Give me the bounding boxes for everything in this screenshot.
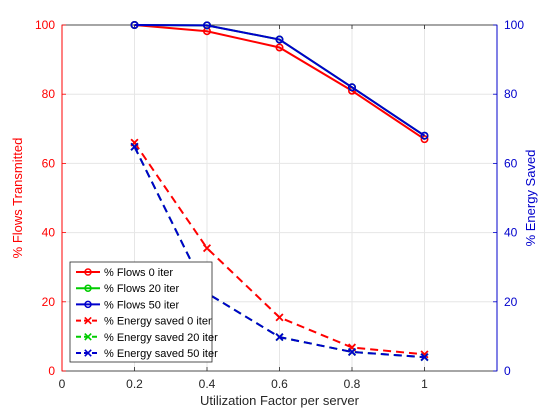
data-point-x (275, 333, 284, 342)
y-right-tick-label: 0 (504, 364, 511, 378)
data-point-x-stroke (275, 333, 284, 342)
x-tick-label: 1 (421, 377, 428, 391)
legend-item: % Energy saved 50 iter (76, 348, 218, 360)
data-point-circle (275, 43, 284, 52)
legend-item: % Energy saved 20 iter (76, 332, 218, 344)
y-axis-left-label: % Flows Transmitted (10, 138, 25, 259)
legend-label: % Flows 50 iter (104, 299, 180, 311)
x-tick-label: 0.2 (126, 377, 143, 391)
data-point-x (347, 347, 357, 357)
x-axis-label: Utilization Factor per server (200, 393, 360, 408)
legend-marker-circle (84, 300, 92, 309)
x-tick-label: 0.4 (199, 377, 216, 391)
data-point-x (275, 313, 284, 322)
y-right-tick-label: 60 (504, 156, 518, 170)
y-left-tick-label: 80 (42, 87, 56, 101)
x-tick-label: 0 (59, 377, 66, 391)
legend-marker-x (84, 316, 92, 325)
data-point-x (420, 353, 429, 362)
data-point-circle (203, 21, 212, 30)
data-point-circle (420, 135, 429, 144)
y-left-tick-label: 40 (42, 226, 56, 240)
data-point-circle (275, 35, 284, 44)
legend-label: % Energy saved 50 iter (104, 348, 218, 360)
data-point-x-stroke (130, 142, 139, 151)
legend-label: % Energy saved 0 iter (104, 316, 212, 328)
y-right-tick-label: 20 (504, 295, 518, 309)
y-left-tick-label: 100 (35, 18, 55, 32)
y-left-tick-label: 0 (48, 364, 55, 378)
legend-label: % Flows 0 iter (104, 267, 173, 279)
legend-marker-circle (84, 284, 92, 292)
legend-label: % Flows 20 iter (104, 283, 180, 295)
data-point-x-stroke (420, 353, 429, 362)
series-line (134, 24, 426, 137)
legend-item: % Flows 50 iter (76, 299, 180, 311)
y-axis-right-label: % Energy Saved (523, 150, 538, 247)
y-left-tick-label: 20 (42, 295, 56, 309)
data-point-circle (420, 131, 429, 140)
data-point-circle (130, 20, 139, 29)
data-point-x-stroke (202, 244, 212, 253)
legend-item: % Energy saved 0 iter (76, 316, 212, 328)
ticks: 0 0.2 0.4 0.6 0.8 1 0 20 40 60 80 100 0 20 40 60 80 100 (35, 18, 524, 391)
legend: % Flows 0 iter % Flows 20 iter % Flows 50 … (69, 261, 218, 363)
data-point-x-stroke (275, 313, 284, 322)
data-point-circle (347, 83, 356, 92)
legend-marker-x (84, 349, 92, 357)
series (130, 20, 429, 362)
y-right-tick-label: 100 (504, 18, 524, 32)
series-line (134, 24, 426, 141)
data-point-x (130, 142, 139, 151)
legend-item: % Flows 0 iter (76, 267, 173, 279)
data-point-x-stroke (347, 347, 357, 357)
y-right-tick-label: 80 (504, 87, 518, 101)
legend-label: % Energy saved 20 iter (104, 332, 218, 344)
legend-marker-x (84, 333, 92, 341)
x-tick-label: 0.6 (271, 377, 288, 391)
y-left-tick-label: 60 (42, 156, 56, 170)
y-right-tick-label: 40 (504, 226, 518, 240)
series-2 (130, 20, 429, 140)
legend-box (69, 261, 213, 363)
data-point-x (202, 244, 212, 253)
legend-item: % Flows 20 iter (76, 283, 180, 295)
x-tick-label: 0.8 (344, 377, 361, 391)
legend-marker-circle (84, 268, 92, 276)
